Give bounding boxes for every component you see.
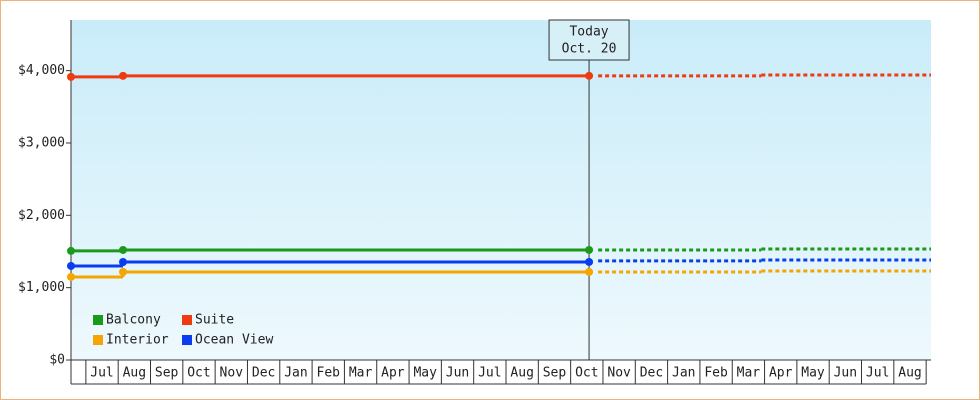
x-tick-label: Feb <box>704 366 728 381</box>
plot-area <box>71 20 931 360</box>
y-tick-label: $3,000 <box>18 135 65 150</box>
legend-swatch <box>93 335 103 345</box>
x-tick-label: Mar <box>349 366 373 381</box>
x-tick-label: Sep <box>155 366 179 381</box>
y-tick-label: $0 <box>49 353 65 368</box>
x-tick-label: Jul <box>866 366 889 381</box>
x-tick-label: Jun <box>446 366 469 381</box>
x-tick-label: Aug <box>123 366 146 381</box>
x-tick-label: Feb <box>317 366 341 381</box>
x-tick-label: Nov <box>607 366 631 381</box>
x-tick-label: Aug <box>898 366 921 381</box>
y-tick-label: $4,000 <box>18 63 65 78</box>
price-point <box>119 257 128 266</box>
x-tick-label: Dec <box>252 366 275 381</box>
x-tick-label: Jun <box>834 366 857 381</box>
legend-label: Interior <box>106 333 169 348</box>
x-tick-label: Dec <box>640 366 663 381</box>
legend-label: Suite <box>195 313 234 328</box>
price-point <box>67 261 75 270</box>
x-axis-band <box>71 360 931 384</box>
y-tick-label: $1,000 <box>18 280 65 295</box>
x-tick-label: Apr <box>381 366 405 381</box>
y-tick-label: $2,000 <box>18 208 65 223</box>
x-tick-label: Jul <box>90 366 113 381</box>
x-tick-label: Aug <box>510 366 533 381</box>
today-label: Oct. 20 <box>562 42 617 57</box>
legend-swatch <box>93 315 103 325</box>
today-box <box>548 19 630 61</box>
legend-label: Ocean View <box>195 333 273 348</box>
price-point <box>585 257 594 266</box>
x-tick-label: Apr <box>769 366 793 381</box>
x-tick-label: Sep <box>543 366 567 381</box>
price-point <box>119 245 128 254</box>
x-tick-label: May <box>801 366 825 381</box>
price-point <box>585 245 594 254</box>
x-tick-label: Oct <box>187 366 210 381</box>
legend-label: Balcony <box>106 313 161 328</box>
x-tick-label: Nov <box>220 366 244 381</box>
price-point <box>119 71 128 80</box>
price-point <box>585 71 594 80</box>
x-tick-label: Mar <box>737 366 761 381</box>
price-point <box>67 246 75 255</box>
x-tick-label: Oct <box>575 366 598 381</box>
today-label: Today <box>569 25 608 40</box>
legend-swatch <box>182 315 192 325</box>
x-tick-label: Jan <box>284 366 307 381</box>
price-point <box>67 72 75 81</box>
price-point <box>585 267 594 276</box>
price-point <box>67 272 75 281</box>
legend-swatch <box>182 335 192 345</box>
price-point <box>119 267 128 276</box>
x-tick-label: Jan <box>672 366 695 381</box>
x-tick-label: May <box>413 366 437 381</box>
x-tick-label: Jul <box>478 366 501 381</box>
